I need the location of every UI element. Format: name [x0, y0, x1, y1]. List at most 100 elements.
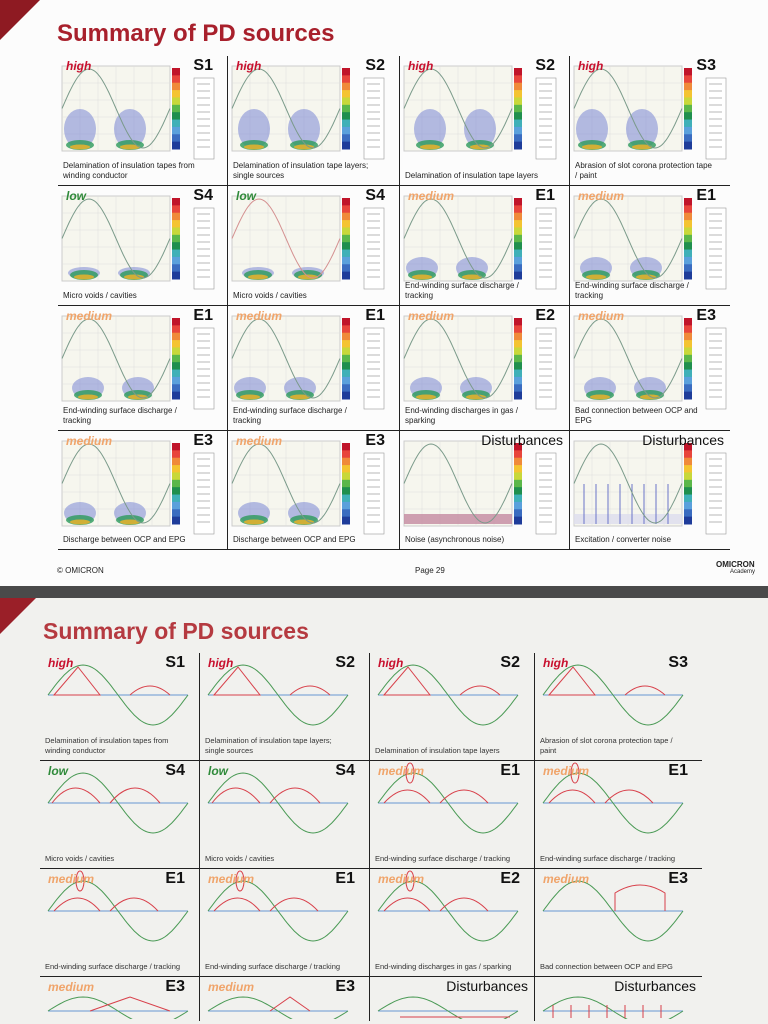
phase-sine-wave: [377, 664, 519, 726]
slide-bottom: Summary of PD sources high S1 Delamination…: [0, 598, 768, 1024]
color-scale-bar: [342, 443, 350, 525]
pd-source-cell: low S4 Micro voids / cavities: [200, 761, 370, 869]
source-code: S1: [165, 654, 185, 671]
pd-source-cell: high S3 Abrasion of slot corona protection…: [535, 653, 702, 761]
source-code: Disturbances: [614, 978, 696, 994]
slide-title: Summary of PD sources: [43, 618, 309, 644]
pd-source-cell: high S2 Delamination of insulation tape la…: [228, 56, 400, 186]
source-code: E3: [165, 978, 185, 995]
source-code: S1: [193, 57, 213, 74]
pd-source-cell: Disturbances Noise (asynchronous noise): [400, 431, 570, 550]
source-code: E3: [668, 870, 688, 887]
slide-title: Summary of PD sources: [57, 20, 335, 47]
source-caption: End-winding discharges in gas / sparking: [405, 406, 518, 425]
phase-sine-wave: [573, 68, 683, 149]
pd-cloud: [234, 377, 316, 400]
pd-source-cell: medium E3 Bad connection between OCP and E…: [570, 306, 730, 431]
phase-sine-wave: [231, 318, 341, 399]
source-code: E1: [193, 307, 213, 324]
severity-level: high: [578, 59, 604, 73]
pd-cloud: [64, 109, 146, 150]
pd-cloud: [64, 502, 146, 525]
color-scale-bar: [684, 443, 692, 525]
pd-cloud: [576, 109, 658, 150]
severity-level: medium: [48, 872, 95, 886]
pd-source-cell: low S4 Micro voids / cavities: [228, 186, 400, 306]
pd-source-cell: medium E1 End-winding surface discharge / …: [370, 761, 535, 869]
severity-level: high: [48, 656, 74, 670]
phase-sine-wave: [231, 443, 341, 524]
pd-pattern-shape: [382, 666, 501, 696]
severity-level: low: [236, 189, 256, 203]
phase-sine-wave: [542, 880, 684, 942]
severity-level: medium: [208, 980, 255, 994]
pd-pattern-shape: [53, 870, 159, 912]
source-code: E1: [365, 307, 385, 324]
prpd-pattern-plot: [231, 315, 385, 410]
source-caption: Bad connection between OCP and EPG: [575, 406, 698, 425]
pd-pattern-sketch: [47, 664, 189, 726]
phase-sine-wave: [207, 772, 349, 834]
phase-sine-wave: [573, 198, 683, 279]
source-caption: End-winding surface discharge / tracking: [233, 406, 347, 425]
source-code: E1: [165, 870, 185, 887]
prpd-pattern-plot: [403, 315, 557, 410]
severity-level: medium: [208, 872, 255, 886]
pd-pattern-sketch: [207, 664, 349, 726]
source-code: Disturbances: [481, 432, 563, 448]
prpd-pattern-plot: [61, 65, 215, 160]
source-caption: Delamination of insulation tapes from wi…: [45, 736, 169, 755]
pd-source-sketch-grid: high S1 Delamination of insulation tapes f…: [40, 653, 702, 1021]
source-caption: End-winding discharges in gas / sparking: [375, 962, 512, 971]
pd-pattern-shape: [547, 666, 666, 696]
pd-pattern-shape: [552, 1005, 662, 1018]
pd-pattern-shape: [211, 787, 321, 804]
slide-corner-mark: [0, 0, 40, 40]
phase-sine-wave: [207, 996, 349, 1019]
severity-level: medium: [66, 309, 113, 323]
prpd-pattern-plot: [403, 440, 557, 535]
pd-cloud: [72, 377, 154, 400]
pd-pattern-shape: [614, 884, 666, 911]
source-code: S4: [193, 187, 213, 204]
pd-pattern-sketch: [542, 664, 684, 726]
pd-source-cell: medium E1 End-winding surface discharge / …: [535, 761, 702, 869]
source-code: E1: [668, 762, 688, 779]
severity-level: high: [208, 656, 234, 670]
severity-level: low: [66, 189, 86, 203]
source-caption: Discharge between OCP and EPG: [63, 535, 186, 544]
source-code: S2: [365, 57, 385, 74]
phase-sine-wave: [542, 996, 684, 1019]
pd-pattern-sketch: [47, 772, 189, 834]
pd-source-cell: high S1 Delamination of insulation tapes f…: [40, 653, 200, 761]
source-code: E1: [535, 187, 555, 204]
severity-level: medium: [378, 872, 425, 886]
source-code: E3: [335, 978, 355, 995]
severity-level: high: [378, 656, 404, 670]
severity-level: medium: [66, 434, 113, 448]
severity-level: medium: [578, 309, 625, 323]
severity-level: high: [543, 656, 569, 670]
phase-sine-wave: [403, 318, 513, 399]
severity-level: medium: [48, 980, 95, 994]
slide-top: Summary of PD sources high S1 Delamination…: [0, 0, 768, 586]
prpd-pattern-plot: [61, 440, 215, 535]
pd-pattern-sketch: [377, 870, 519, 942]
severity-level: high: [66, 59, 92, 73]
pd-pattern-shape: [212, 666, 331, 696]
source-caption: End-winding surface discharge / tracking: [45, 962, 181, 971]
phase-sine-wave: [47, 880, 189, 942]
omicron-logo-sub: Academy: [730, 569, 756, 575]
source-code: E1: [696, 187, 716, 204]
pd-source-cell: medium E3 Discharge between OCP and EPG: [228, 431, 400, 550]
pd-source-cell: medium E3: [40, 977, 200, 1021]
color-scale-bar: [172, 443, 180, 525]
phase-sine-wave: [573, 318, 683, 399]
source-caption: Delamination of insulation tape layers; …: [233, 161, 369, 180]
phase-sine-wave: [542, 664, 684, 726]
source-caption: End-winding surface discharge / tracking: [405, 281, 519, 300]
source-caption: Abrasion of slot corona protection tape …: [575, 161, 712, 180]
phase-sine-wave: [207, 880, 349, 942]
source-caption: Delamination of insulation tape layers; …: [205, 736, 332, 755]
prpd-pattern-plot: [573, 65, 727, 160]
